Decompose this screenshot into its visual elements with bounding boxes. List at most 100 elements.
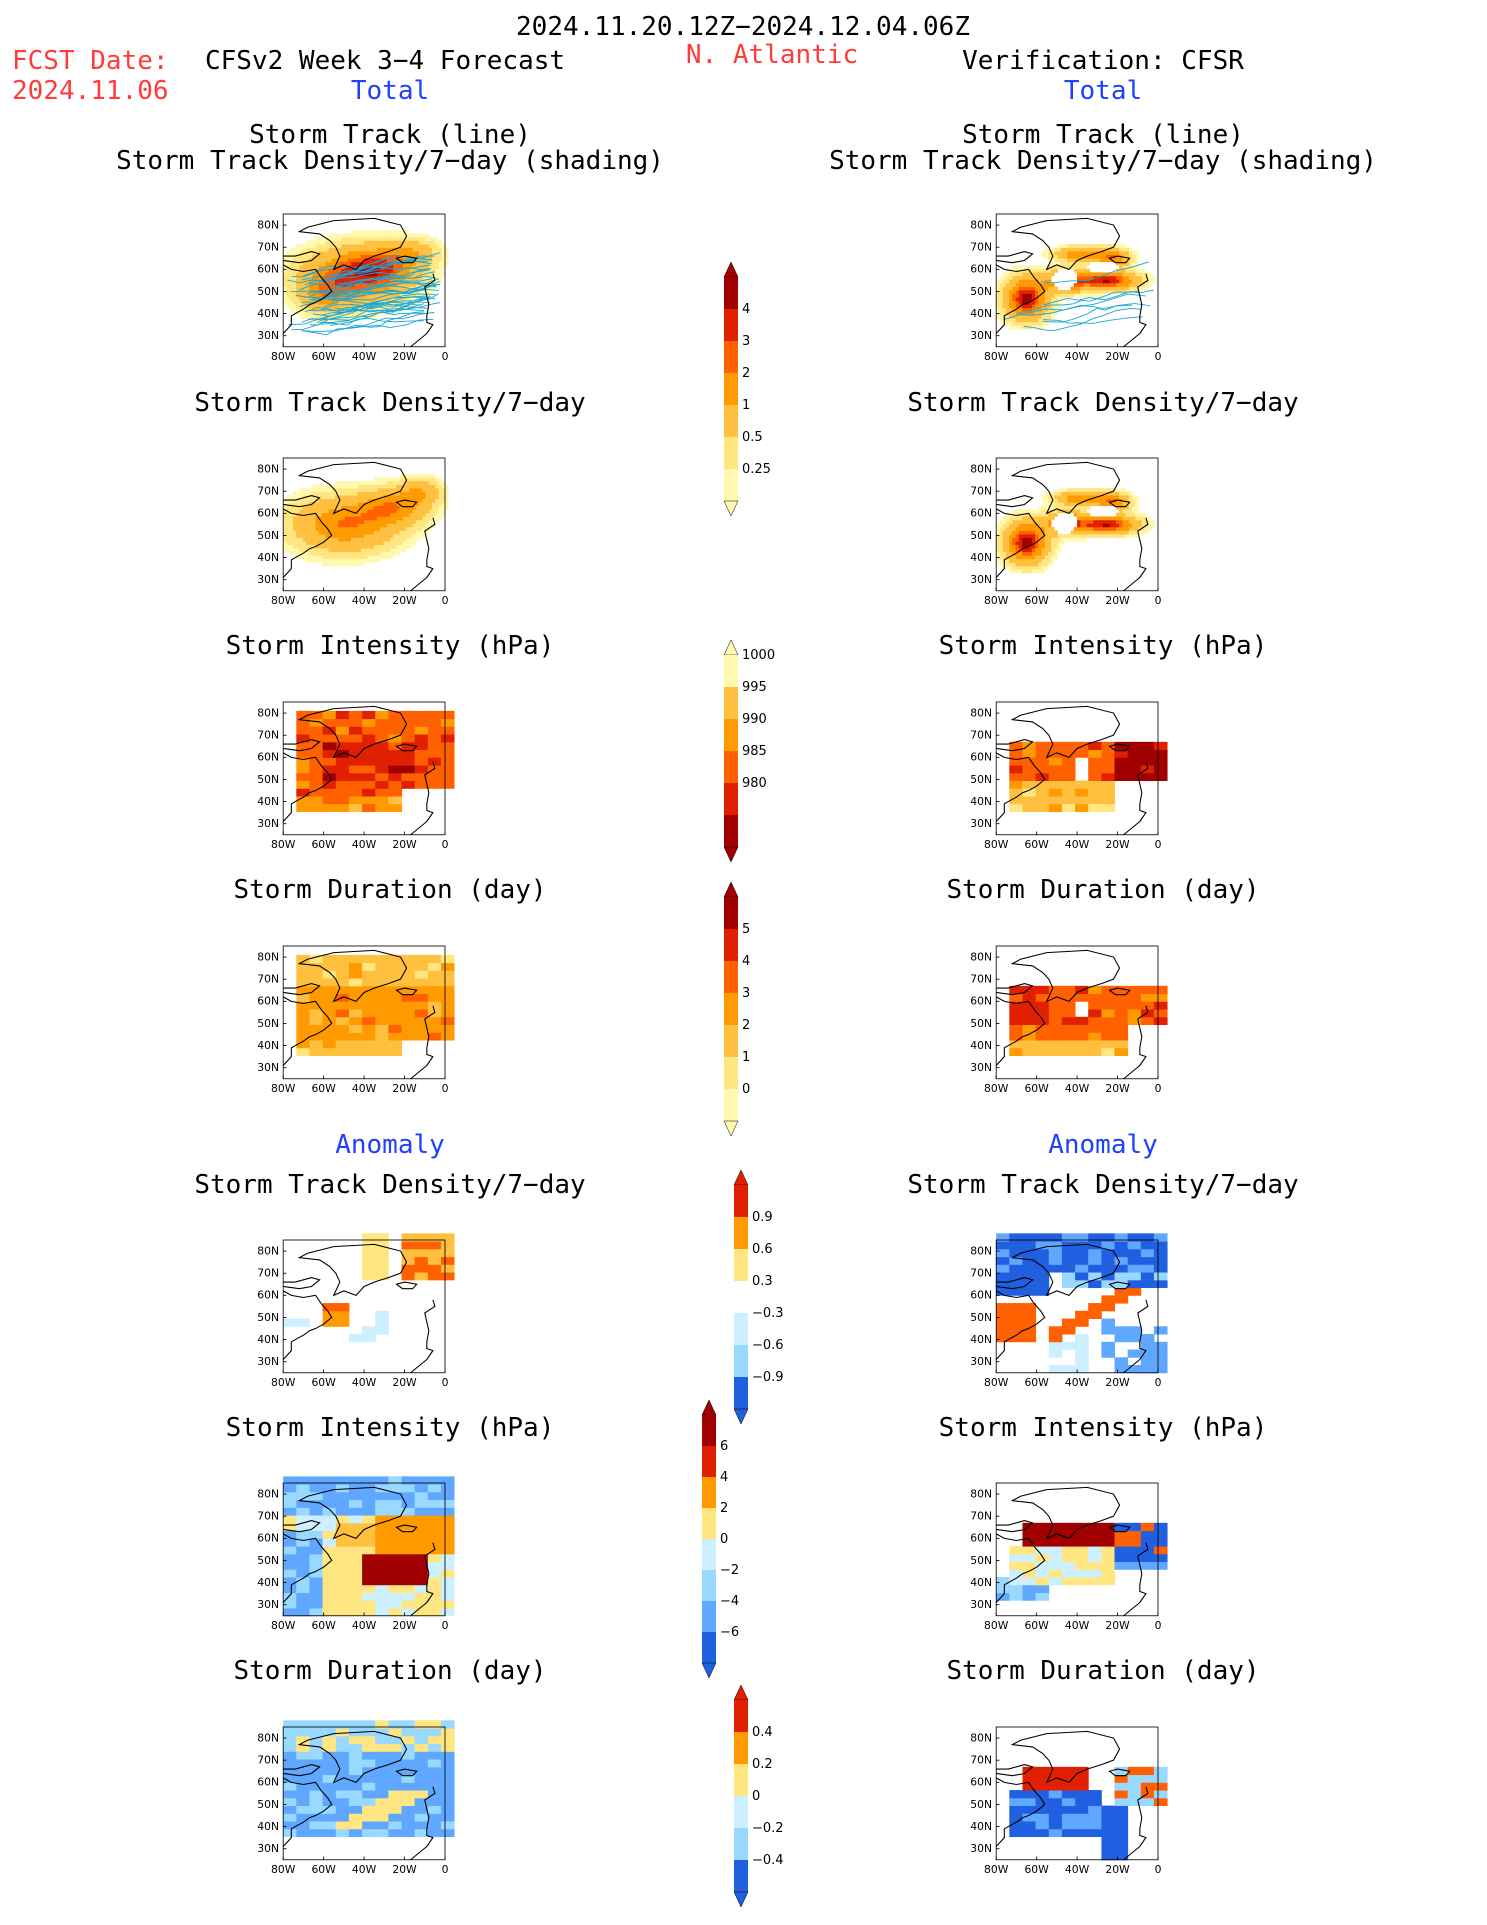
right-section-anomaly: Anomaly — [1048, 1130, 1158, 1160]
colorbar-label: 2 — [742, 1018, 750, 1033]
colorbar-label: −6 — [720, 1625, 739, 1640]
lon-tick-label: 40W — [1065, 838, 1090, 851]
lat-tick-label: 50N — [970, 1311, 992, 1324]
map-right-track: 80W 60W 40W 20W 0 80N 70N 60N 50N 40N 30N — [970, 198, 1198, 363]
left-section-total: Total — [350, 76, 430, 106]
lon-tick-label: 80W — [271, 838, 296, 851]
lon-tick-label: 60W — [1024, 838, 1049, 851]
lat-tick-label: 50N — [257, 1017, 279, 1030]
lat-tick-label: 80N — [257, 950, 279, 963]
lat-tick-label: 30N — [970, 1598, 992, 1611]
lat-tick-label: 80N — [970, 462, 992, 475]
lat-tick-label: 30N — [970, 1355, 992, 1368]
colorbar-label: 0 — [720, 1532, 728, 1547]
lon-tick-label: 60W — [311, 1863, 336, 1876]
lat-tick-label: 60N — [970, 995, 992, 1008]
left-section-anomaly: Anomaly — [335, 1130, 445, 1160]
map-right-duration: 80W 60W 40W 20W 0 80N 70N 60N 50N 40N 30N — [970, 930, 1198, 1095]
lat-tick-label: 60N — [257, 1776, 279, 1789]
lon-tick-label: 0 — [1155, 350, 1162, 363]
right-density-title: Storm Track Density/7−day — [907, 388, 1299, 418]
lon-tick-label: 0 — [442, 1619, 449, 1632]
lat-tick-label: 80N — [257, 1487, 279, 1500]
lat-tick-label: 30N — [970, 817, 992, 830]
lon-tick-label: 20W — [1105, 594, 1130, 607]
lon-tick-label: 20W — [1105, 838, 1130, 851]
lat-tick-label: 50N — [970, 285, 992, 298]
lat-tick-label: 80N — [970, 950, 992, 963]
lat-tick-label: 80N — [257, 1731, 279, 1744]
lat-tick-label: 50N — [257, 1554, 279, 1567]
left-duration-title: Storm Duration (day) — [233, 875, 547, 905]
lat-tick-label: 70N — [970, 729, 992, 742]
lon-tick-label: 40W — [352, 1863, 377, 1876]
lon-tick-label: 40W — [1065, 1619, 1090, 1632]
lon-tick-label: 80W — [271, 1863, 296, 1876]
map-right-density-anom: 80W 60W 40W 20W 0 80N 70N 60N 50N 40N 30N — [970, 1224, 1198, 1389]
colorbar-intensity-anom: 6 4 2 0 −2 −4 −6 — [693, 1399, 753, 1682]
lat-tick-label: 60N — [257, 263, 279, 276]
lat-tick-label: 30N — [257, 1842, 279, 1855]
lon-tick-label: 80W — [984, 350, 1009, 363]
lat-tick-label: 70N — [970, 1510, 992, 1523]
lon-tick-label: 40W — [1065, 1863, 1090, 1876]
map-right-intensity-anom: 80W 60W 40W 20W 0 80N 70N 60N 50N 40N 30N — [970, 1467, 1198, 1632]
lat-tick-label: 30N — [257, 1598, 279, 1611]
lat-tick-label: 40N — [257, 551, 279, 564]
colorbar-label: 3 — [742, 986, 750, 1001]
lat-tick-label: 50N — [970, 529, 992, 542]
lat-tick-label: 80N — [970, 218, 992, 231]
map-left-density: 80W 60W 40W 20W 0 80N 70N 60N 50N 40N 30N — [257, 442, 485, 607]
lat-tick-label: 70N — [970, 973, 992, 986]
colorbar-label: 2 — [720, 1501, 728, 1516]
lon-tick-label: 60W — [1024, 1863, 1049, 1876]
lat-tick-label: 60N — [970, 263, 992, 276]
model-title: CFSv2 Week 3−4 Forecast — [205, 46, 566, 76]
lon-tick-label: 80W — [984, 1082, 1009, 1095]
lon-tick-label: 60W — [311, 1619, 336, 1632]
lat-tick-label: 50N — [970, 1798, 992, 1811]
lon-tick-label: 40W — [352, 594, 377, 607]
lat-tick-label: 30N — [970, 1061, 992, 1074]
left-density-title: Storm Track Density/7−day — [194, 388, 586, 418]
lon-tick-label: 0 — [442, 1082, 449, 1095]
lat-tick-label: 40N — [970, 307, 992, 320]
lat-tick-label: 80N — [970, 706, 992, 719]
lon-tick-label: 60W — [311, 838, 336, 851]
lon-tick-label: 0 — [442, 1863, 449, 1876]
lon-tick-label: 20W — [1105, 350, 1130, 363]
lon-tick-label: 0 — [442, 838, 449, 851]
colorbar-label: 2 — [742, 366, 750, 381]
lon-tick-label: 40W — [352, 1082, 377, 1095]
lon-tick-label: 60W — [1024, 1082, 1049, 1095]
lon-tick-label: 0 — [1155, 838, 1162, 851]
lat-tick-label: 60N — [257, 1532, 279, 1545]
colorbar-label: 5 — [742, 922, 750, 937]
colorbar-label: 4 — [720, 1470, 728, 1485]
lon-tick-label: 80W — [271, 1376, 296, 1389]
lon-tick-label: 0 — [1155, 1619, 1162, 1632]
lon-tick-label: 80W — [984, 1863, 1009, 1876]
lon-tick-label: 0 — [1155, 594, 1162, 607]
lon-tick-label: 20W — [392, 1619, 417, 1632]
lat-tick-label: 40N — [257, 1820, 279, 1833]
colorbar-label: 6 — [720, 1439, 728, 1454]
colorbar-label: 985 — [742, 744, 767, 759]
map-left-density-anom: 80W 60W 40W 20W 0 80N 70N 60N 50N 40N 30N — [257, 1224, 485, 1389]
lon-tick-label: 40W — [352, 838, 377, 851]
lat-tick-label: 40N — [970, 551, 992, 564]
fcst-date-label: FCST Date: — [12, 46, 169, 76]
lat-tick-label: 40N — [970, 1333, 992, 1346]
lat-tick-label: 70N — [970, 485, 992, 498]
colorbar-label: 0 — [742, 1082, 750, 1097]
colorbar-label: 0 — [752, 1789, 760, 1804]
lon-tick-label: 20W — [1105, 1082, 1130, 1095]
map-right-density: 80W 60W 40W 20W 0 80N 70N 60N 50N 40N 30N — [970, 442, 1198, 607]
lat-tick-label: 60N — [257, 995, 279, 1008]
lon-tick-label: 40W — [1065, 594, 1090, 607]
right-density-anom-title: Storm Track Density/7−day — [907, 1170, 1299, 1200]
lat-tick-label: 70N — [970, 1754, 992, 1767]
colorbar-label: 980 — [742, 776, 767, 791]
lon-tick-label: 0 — [442, 1376, 449, 1389]
lon-tick-label: 60W — [1024, 1376, 1049, 1389]
